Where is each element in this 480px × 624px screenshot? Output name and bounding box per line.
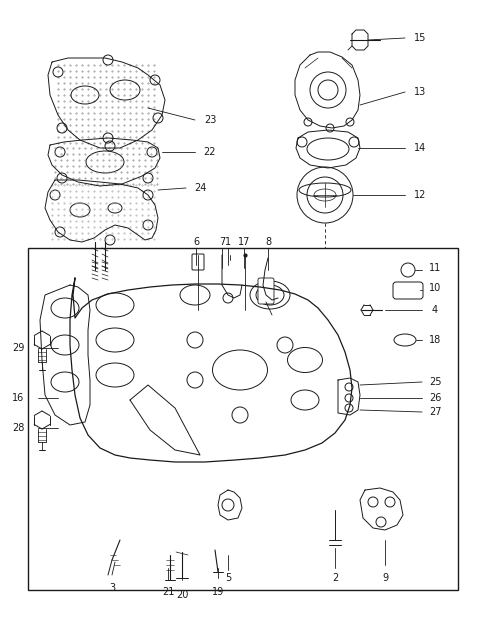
Text: 20: 20 [176,590,188,600]
Text: 25: 25 [429,377,441,387]
Text: 8: 8 [265,237,271,247]
Text: 9: 9 [382,573,388,583]
Text: 19: 19 [212,587,224,597]
Text: 23: 23 [204,115,216,125]
Text: 17: 17 [238,237,250,247]
Text: 11: 11 [429,263,441,273]
Text: 13: 13 [414,87,426,97]
FancyBboxPatch shape [258,278,274,304]
Text: 4: 4 [432,305,438,315]
Text: 2: 2 [332,573,338,583]
Text: 1: 1 [225,237,231,247]
Text: 15: 15 [414,33,426,43]
Text: 29: 29 [12,343,24,353]
Text: 28: 28 [12,423,24,433]
Text: 3: 3 [109,583,115,593]
Text: 12: 12 [414,190,426,200]
Text: 22: 22 [204,147,216,157]
Text: 18: 18 [429,335,441,345]
Text: 26: 26 [429,393,441,403]
Text: 5: 5 [225,573,231,583]
Text: 6: 6 [193,237,199,247]
Text: 16: 16 [12,393,24,403]
Text: 14: 14 [414,143,426,153]
Text: 7: 7 [219,237,225,247]
Text: 24: 24 [194,183,206,193]
Text: 27: 27 [429,407,441,417]
FancyBboxPatch shape [192,254,204,270]
Bar [28,248,458,590]
Text: 10: 10 [429,283,441,293]
Text: 21: 21 [162,587,174,597]
